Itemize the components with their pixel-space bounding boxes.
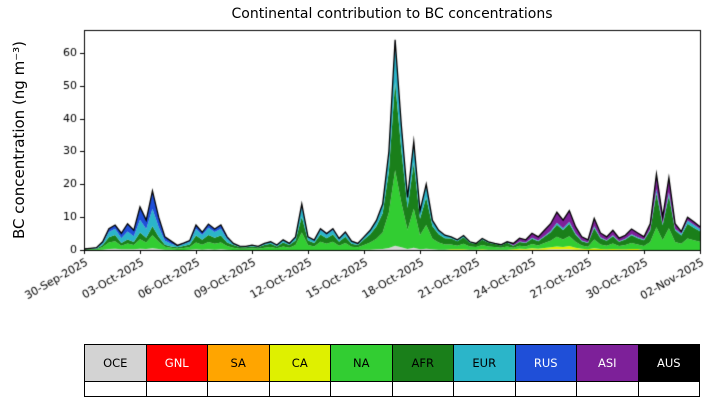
legend-partial-cell [576,381,639,397]
legend: OCE GNL SA CA NA AFR EUR RUS ASI AUS [84,344,700,382]
legend-item-sa: SA [207,344,270,382]
legend-partial-cell [330,381,393,397]
legend-item-rus: RUS [514,344,577,382]
legend-item-oce: OCE [84,344,147,382]
legend-item-eur: EUR [453,344,516,382]
legend-partial-cell [514,381,577,397]
legend-partial-cell [268,381,331,397]
legend-partial-cell [637,381,700,397]
legend-partial-cell [145,381,208,397]
legend-item-gnl: GNL [145,344,208,382]
legend-partial-cell [453,381,516,397]
legend-partial-cell [391,381,454,397]
legend-partial-cell [84,381,147,397]
legend-item-afr: AFR [391,344,454,382]
legend-partial-row [84,381,700,397]
legend-item-na: NA [330,344,393,382]
legend-item-ca: CA [268,344,331,382]
legend-partial-cell [207,381,270,397]
bc-stacked-area-chart [0,0,714,335]
legend-item-asi: ASI [576,344,639,382]
legend-item-aus: AUS [637,344,700,382]
